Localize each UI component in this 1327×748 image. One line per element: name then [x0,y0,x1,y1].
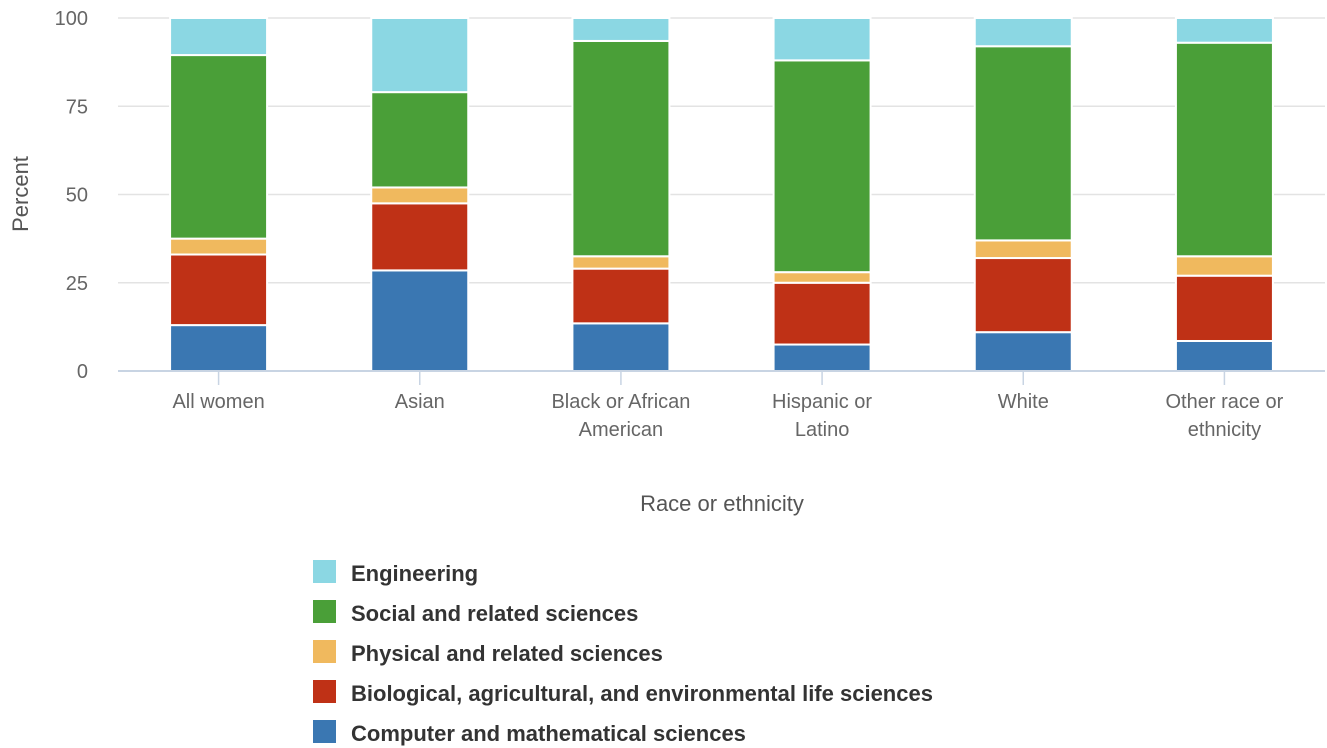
legend-swatch [313,720,336,743]
x-tick-label: ethnicity [1188,419,1261,441]
bar-segment [973,45,1073,242]
bar-segment [169,54,269,240]
x-tick-label: Other race or [1166,391,1284,413]
bar-segment [772,343,872,372]
legend-swatch [313,640,336,663]
bar-segment [571,322,671,372]
legend-label: Physical and related sciences [351,641,663,666]
y-axis-title: Percent [8,156,33,232]
x-tick-label: White [998,391,1049,413]
bar-segment [169,17,269,57]
bar-segment [772,281,872,346]
bar-segment [1174,274,1274,342]
bar-segment [169,237,269,256]
y-tick-label: 100 [55,8,88,30]
bar-segment [169,253,269,327]
x-tick-label: Hispanic or [772,391,872,413]
bar-segment [571,39,671,258]
bar-segment [973,239,1073,260]
bar-segment [1174,41,1274,258]
bar-segment [772,271,872,284]
legend-label: Computer and mathematical sciences [351,721,746,746]
bar-segment [1174,255,1274,277]
bar-segment [973,331,1073,373]
bar-segment [973,17,1073,48]
bar-segment [370,91,470,189]
bar-segment [772,17,872,62]
bar-segment [571,17,671,42]
bar-segment [370,202,470,272]
bar-segment [1174,339,1274,372]
legend: Engineering Social and related sciences Ph… [313,560,933,746]
legend-swatch [313,560,336,583]
gridlines [118,17,1325,284]
x-tick-label: American [579,419,663,441]
bar-segment [370,186,470,205]
legend-swatch [313,600,336,623]
bar-segment [973,257,1073,334]
x-tick-label: Latino [795,419,850,441]
x-tick-label: Asian [395,391,445,413]
x-axis-title: Race or ethnicity [640,491,804,516]
bar-segment [169,324,269,372]
bar-segment [571,255,671,270]
legend-label: Engineering [351,561,478,586]
legend-label: Social and related sciences [351,601,638,626]
y-tick-label: 0 [77,361,88,383]
bars [169,17,1274,373]
bar-segment [1174,17,1274,44]
legend-label: Biological, agricultural, and environmen… [351,681,933,706]
legend-swatch [313,680,336,703]
x-tick-label: Black or African [551,391,690,413]
bar-segment [370,17,470,94]
y-tick-label: 50 [66,185,88,207]
axes: 0 25 50 75 100 All women Asian Black or African… [55,8,1325,441]
y-tick-label: 25 [66,273,88,295]
bar-segment [370,269,470,372]
x-tick-label: All women [172,391,264,413]
bar-segment [571,267,671,325]
y-tick-label: 75 [66,96,88,118]
bar-segment [772,59,872,274]
